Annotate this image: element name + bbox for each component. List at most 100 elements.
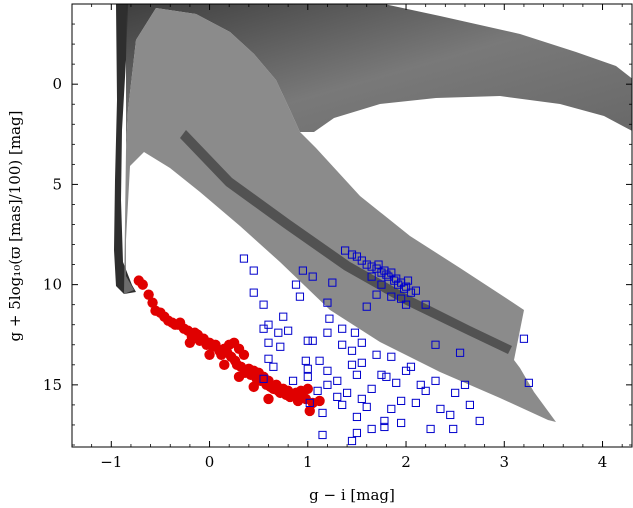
blue-square-point [323,328,332,337]
blue-square-point [362,302,371,311]
blue-square-point [239,254,249,263]
blue-square-point [357,338,366,347]
blue-square-point [303,336,312,345]
y-axis-ticks: 0 5 10 15 [43,23,632,446]
blue-square-point [325,314,334,323]
blue-square-point [362,260,371,269]
blue-square-point [411,398,420,408]
red-point [147,297,158,308]
y-tick-label: 0 [52,75,62,93]
blue-square-point [279,312,288,321]
blue-square-point [382,372,391,381]
blue-square-point [397,418,406,428]
blue-squares-series [239,246,533,446]
blue-square-point [372,350,381,359]
red-point [137,279,148,290]
x-tick-label: −1 [100,453,122,471]
blue-square-point [274,328,283,337]
blue-square-point [269,362,278,371]
blue-square-point [374,260,383,269]
band-dark-ridge [180,130,512,354]
plot-frame [71,3,633,448]
blue-square-point [352,428,362,438]
blue-square-point [475,416,484,426]
blue-square-point [264,338,273,347]
blue-square-point [315,356,324,365]
red-point [263,393,274,405]
blue-square-point [259,300,268,309]
blue-square-point [259,374,268,383]
blue-square-point [519,334,529,343]
blue-square-point [333,376,342,385]
x-axis-ticks: −1 0 1 2 3 4 [71,4,623,471]
blue-square-point [387,352,396,361]
blue-square-point [328,278,337,287]
blue-square-point [333,392,342,401]
blue-square-point [362,402,371,412]
blue-square-point [298,266,307,275]
red-point [204,349,215,360]
blue-square-point [465,400,474,410]
blue-square-point [411,286,420,295]
blue-square-point [338,340,347,349]
red-point [302,383,313,395]
blue-square-point [449,424,458,434]
blue-square-point [380,422,389,432]
blue-square-point [451,388,460,397]
red-point [314,395,325,407]
x-tick-label: 0 [205,453,215,471]
blue-square-point [387,268,396,277]
blue-square-point [421,300,430,309]
blue-square-point [308,272,317,281]
blue-square-point [397,294,406,303]
blue-square-point [323,298,332,307]
band-thin-left-edge [114,4,136,294]
blue-square-point [259,324,268,333]
blue-square-point [382,270,391,279]
blue-square-point [431,376,440,385]
y-tick-label: 5 [52,175,62,193]
blue-square-point [446,410,455,420]
blue-square-point [377,280,386,289]
blue-square-point [403,276,413,285]
y-tick-label: 10 [43,276,62,294]
blue-square-point [436,404,445,414]
blue-square-point [357,394,366,403]
blue-square-point [387,404,396,414]
blue-square-point [291,280,301,289]
blue-square-point [352,412,362,422]
blue-square-point [397,396,406,405]
band-upper-wide [126,4,632,150]
blue-square-point [431,340,440,349]
blue-square-point [367,272,376,281]
y-tick-label: 15 [43,376,62,394]
y-axis-label: g + 5log₁₀(ϖ [mas]/100) [mag] [6,111,24,342]
blue-square-point [347,346,357,355]
blue-square-point [455,348,465,357]
blue-square-point [308,336,317,345]
blue-square-point [301,356,310,365]
blue-square-point [460,380,470,389]
blue-square-point [284,326,293,335]
red-points-series [133,275,325,417]
red-point [248,381,259,393]
blue-square-point [347,360,357,369]
x-tick-label: 3 [500,453,510,471]
blue-square-point [421,386,430,395]
red-point [238,349,250,360]
blue-square-point [392,378,401,387]
blue-square-point [347,436,357,446]
red-point [184,337,196,348]
blue-square-point [288,376,298,385]
blue-square-point [323,380,332,389]
density-band [114,4,632,422]
blue-square-point [276,342,285,351]
blue-square-point [249,266,258,275]
blue-square-point [372,290,381,299]
x-axis-label: g − i [mag] [309,486,395,504]
red-point [219,359,230,371]
blue-square-point [249,288,258,297]
x-tick-label: 4 [598,453,608,471]
blue-square-point [295,292,305,301]
